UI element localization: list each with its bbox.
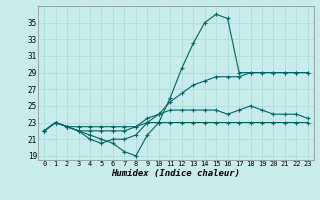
X-axis label: Humidex (Indice chaleur): Humidex (Indice chaleur) <box>111 169 241 178</box>
